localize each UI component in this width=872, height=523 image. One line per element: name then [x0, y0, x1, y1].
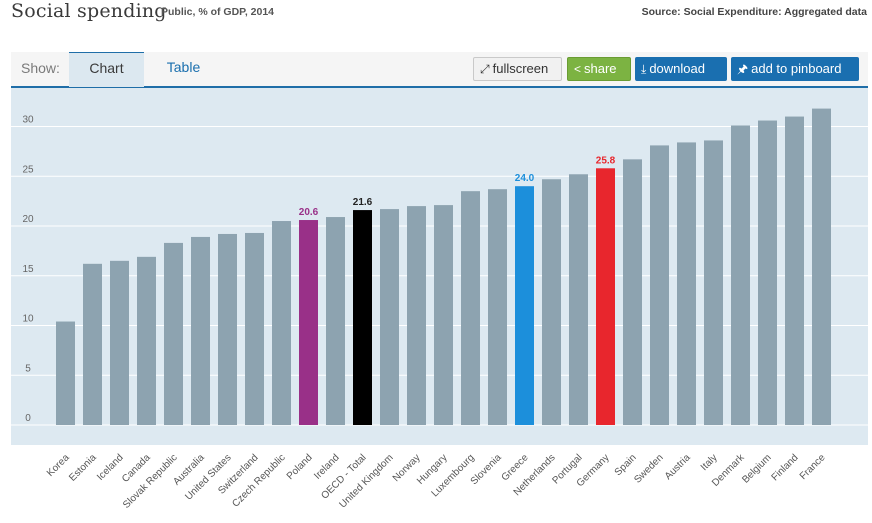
x-tick-label: Estonia [67, 452, 99, 484]
download-button[interactable]: ⤓ download [635, 57, 727, 81]
data-label: 25.8 [596, 155, 616, 166]
data-label: 24.0 [515, 173, 535, 184]
download-label: download [649, 61, 705, 76]
share-icon: < [574, 62, 582, 76]
bar[interactable] [83, 263, 102, 425]
bar[interactable] [191, 236, 210, 425]
y-tick-label: 15 [22, 264, 34, 275]
x-tick-label: Italy [699, 452, 720, 473]
download-icon: ⤓ [641, 62, 647, 76]
data-label: 21.6 [353, 197, 373, 208]
y-tick-label: 20 [22, 214, 34, 225]
bar[interactable] [434, 205, 453, 425]
expand-icon: ⤢ [480, 62, 490, 76]
fullscreen-button[interactable]: ⤢ fullscreen [473, 57, 562, 81]
bar[interactable] [272, 221, 291, 425]
bar[interactable] [704, 140, 723, 425]
bar[interactable] [380, 209, 399, 425]
bar[interactable] [137, 256, 156, 425]
bar[interactable] [218, 233, 237, 425]
chart-title: Social spending [11, 0, 167, 22]
bar[interactable] [785, 116, 804, 426]
bar[interactable] [515, 186, 534, 425]
bar[interactable] [299, 220, 318, 425]
bar[interactable] [758, 120, 777, 425]
tab-table[interactable]: Table [166, 59, 201, 75]
show-label: Show: [21, 60, 60, 76]
pinboard-label: add to pinboard [751, 61, 842, 76]
data-label: 20.6 [299, 207, 319, 218]
x-tick-label: Austria [663, 452, 693, 482]
bar[interactable] [353, 210, 372, 425]
bar[interactable] [677, 142, 696, 426]
pin-icon: 🖈 [737, 62, 749, 76]
source-link[interactable]: Source: Social Expenditure: Aggregated d… [641, 6, 867, 18]
bar[interactable] [596, 168, 615, 426]
bar[interactable] [731, 125, 750, 425]
share-label: share [584, 61, 617, 76]
bar[interactable] [650, 145, 669, 425]
y-tick-label: 25 [22, 164, 34, 175]
x-tick-label: Finland [770, 452, 801, 483]
x-tick-label: Sweden [632, 452, 665, 485]
bar[interactable] [542, 179, 561, 425]
bar[interactable] [110, 260, 129, 425]
bar[interactable] [56, 321, 75, 425]
add-to-pinboard-button[interactable]: 🖈 add to pinboard [731, 57, 859, 81]
bar[interactable] [569, 174, 588, 425]
y-tick-label: 30 [22, 115, 34, 126]
bar[interactable] [488, 189, 507, 425]
bar[interactable] [461, 191, 480, 425]
x-tick-label: Belgium [740, 452, 773, 485]
y-tick-label: 10 [22, 314, 34, 325]
tab-chart[interactable]: Chart [69, 52, 144, 87]
bar[interactable] [326, 217, 345, 425]
chart-subtitle: Public, % of GDP, 2014 [161, 6, 275, 18]
chart-toolbar: Show: Chart Table ⤢ fullscreen < share ⤓ do… [11, 52, 868, 88]
bar[interactable] [812, 108, 831, 425]
y-tick-label: 0 [25, 413, 31, 424]
bar[interactable] [164, 242, 183, 425]
share-button[interactable]: < share [567, 57, 631, 81]
bar[interactable] [245, 232, 264, 425]
y-tick-label: 5 [25, 363, 31, 374]
bar[interactable] [623, 159, 642, 425]
x-tick-label: Poland [285, 452, 315, 482]
fullscreen-label: fullscreen [492, 61, 549, 76]
bar[interactable] [407, 206, 426, 425]
x-tick-label: Slovenia [469, 452, 504, 487]
x-tick-label: France [798, 452, 828, 482]
